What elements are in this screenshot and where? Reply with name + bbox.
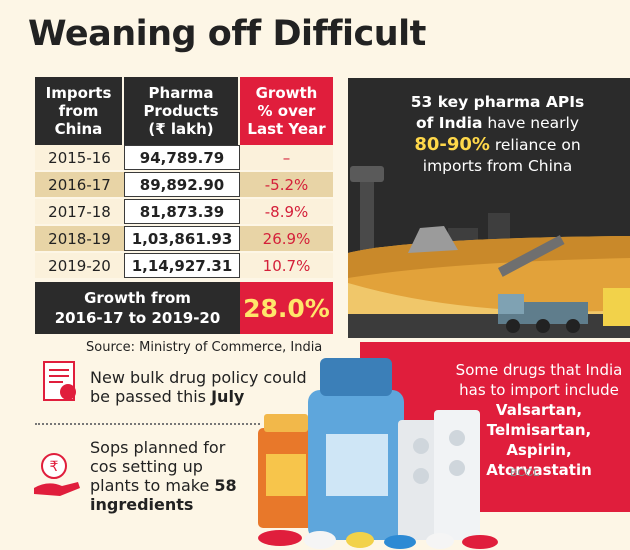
- row-growth: –: [240, 145, 333, 170]
- policy-note-bold: July: [211, 387, 245, 406]
- table-row: 2019-20 1,14,927.31 10.7%: [35, 253, 333, 280]
- header-imports: Imports from China: [35, 77, 124, 145]
- page-title: Weaning off Difficult: [28, 14, 426, 54]
- row-year: 2017-18: [35, 199, 124, 224]
- row-year: 2018-19: [35, 226, 124, 251]
- watermark: BCCL: [510, 467, 540, 479]
- row-value: 1,14,927.31: [124, 253, 240, 278]
- money-hand-icon: ₹: [34, 453, 80, 496]
- sops-note: Sops planned for cos setting up plants t…: [90, 438, 250, 514]
- row-year: 2019-20: [35, 253, 124, 278]
- table-row: 2017-18 81,873.39 -8.9%: [35, 199, 333, 226]
- growth-summary: Growth from 2016-17 to 2019-20 28.0%: [35, 282, 333, 334]
- growth-label: Growth from 2016-17 to 2019-20: [35, 282, 240, 334]
- drug-item: Atorvastatin: [486, 461, 592, 479]
- row-growth: 10.7%: [240, 253, 333, 278]
- header-growth: Growth % over Last Year: [240, 77, 333, 145]
- panel-line2-bold: of India: [415, 114, 483, 132]
- api-reliance-panel: 53 key pharma APIs of India have nearly …: [348, 78, 630, 338]
- panel-line2-rest: have nearly: [482, 114, 580, 132]
- divider: [35, 423, 260, 425]
- row-year: 2016-17: [35, 172, 124, 197]
- airport-illustration: [348, 166, 630, 338]
- table-row: 2016-17 89,892.90 -5.2%: [35, 172, 333, 199]
- growth-value: 28.0%: [240, 282, 333, 334]
- document-icon: [43, 361, 76, 401]
- row-growth: -8.9%: [240, 199, 333, 224]
- drugs-text: Some drugs that India has to import incl…: [455, 360, 623, 480]
- policy-note-text: New bulk drug policy could be passed thi…: [90, 368, 307, 406]
- table-row: 2015-16 94,789.79 –: [35, 145, 333, 172]
- policy-note: New bulk drug policy could be passed thi…: [90, 368, 310, 406]
- panel-line3-rest: reliance on: [489, 136, 581, 154]
- row-growth: -5.2%: [240, 172, 333, 197]
- panel-line4: imports from China: [422, 157, 573, 175]
- row-value: 1,03,861.93: [124, 226, 240, 251]
- source-note: Source: Ministry of Commerce, India: [86, 340, 323, 355]
- drug-item: Aspirin,: [506, 441, 572, 459]
- sops-note-bold: 58 ingredients: [90, 476, 237, 514]
- row-year: 2015-16: [35, 145, 124, 170]
- drug-item: Telmisartan,: [486, 421, 592, 439]
- row-value: 81,873.39: [124, 199, 240, 224]
- row-growth: 26.9%: [240, 226, 333, 251]
- table-header: Imports from China Pharma Products (₹ la…: [35, 77, 333, 145]
- panel-line1: 53 key pharma APIs: [410, 93, 585, 111]
- row-value: 89,892.90: [124, 172, 240, 197]
- drugs-intro: Some drugs that India has to import incl…: [455, 361, 623, 399]
- header-pharma: Pharma Products (₹ lakh): [124, 77, 240, 145]
- api-reliance-text: 53 key pharma APIs of India have nearly …: [370, 92, 625, 177]
- panel-highlight: 80-90%: [414, 134, 490, 155]
- medicine-illustration: [258, 358, 498, 549]
- sops-note-text: Sops planned for cos setting up plants t…: [90, 438, 226, 495]
- drug-item: Valsartan,: [495, 401, 583, 419]
- table-row: 2018-19 1,03,861.93 26.9%: [35, 226, 333, 253]
- imports-table: Imports from China Pharma Products (₹ la…: [35, 77, 333, 334]
- row-value: 94,789.79: [124, 145, 240, 170]
- svg-text:₹: ₹: [50, 459, 59, 475]
